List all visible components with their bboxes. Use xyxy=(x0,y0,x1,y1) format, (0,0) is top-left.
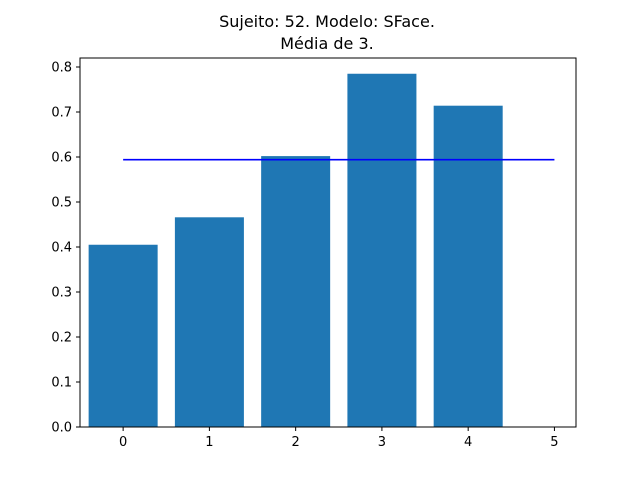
y-tick-label: 0.4 xyxy=(51,241,72,256)
y-tick-label: 0.7 xyxy=(51,106,72,121)
y-tick-label: 0.8 xyxy=(51,61,72,76)
y-tick-label: 0.5 xyxy=(51,196,72,211)
x-tick-label: 4 xyxy=(464,435,472,450)
y-tick-label: 0.6 xyxy=(51,151,72,166)
y-tick-label: 0.1 xyxy=(51,376,72,391)
bar-2 xyxy=(261,156,331,427)
y-tick-label: 0.2 xyxy=(51,331,72,346)
x-tick-label: 0 xyxy=(119,435,127,450)
x-tick-label: 3 xyxy=(378,435,386,450)
bar-0 xyxy=(88,244,158,427)
bar-3 xyxy=(347,73,417,427)
x-tick-label: 5 xyxy=(550,435,558,450)
x-tick-label: 1 xyxy=(205,435,213,450)
bar-4 xyxy=(433,105,503,427)
chart-title-line-2: Média de 3. xyxy=(280,34,374,53)
y-tick-label: 0.3 xyxy=(51,286,72,301)
x-tick-label: 2 xyxy=(292,435,300,450)
bar-series xyxy=(88,73,503,427)
chart-title-line-1: Sujeito: 52. Modelo: SFace. xyxy=(219,12,435,31)
plot-frame xyxy=(79,57,577,428)
bar-1 xyxy=(174,217,244,427)
y-tick-label: 0.0 xyxy=(51,421,72,436)
axes: 0 1 2 3 4 5 0.0 0.1 0.2 0.3 0.4 0.5 0.6 0.7 0.8 xyxy=(51,57,577,450)
